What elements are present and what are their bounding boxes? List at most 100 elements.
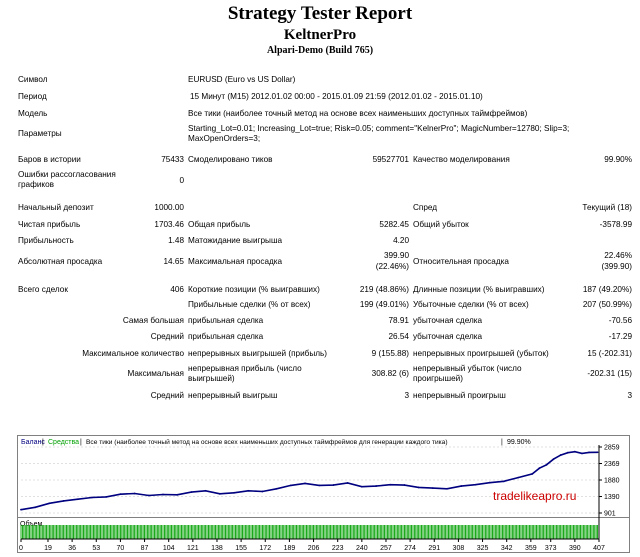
report-title: Strategy Tester Report: [227, 3, 413, 24]
deposit-value: 1000.00: [154, 203, 184, 212]
volume-label: Объем: [20, 520, 42, 528]
balance-point: [162, 493, 164, 496]
avgcons-label: Средний: [150, 391, 184, 400]
balance-point: [48, 502, 51, 505]
avg-loss-label: убыточная сделка: [413, 332, 483, 341]
grossprofit-value: 5282.45: [379, 220, 409, 229]
maximal-loss-value: -202.31 (15): [587, 369, 632, 378]
model-label: Модель: [18, 109, 48, 118]
pf-value: 1.48: [168, 236, 184, 245]
legend-equity: Средства: [48, 439, 79, 446]
y-tick-label: 1390: [604, 494, 620, 501]
balance-point: [588, 451, 590, 454]
quality-value: 99.90%: [604, 155, 632, 164]
trades-value: 406: [170, 285, 184, 294]
x-tick-label: 104: [163, 545, 175, 552]
largest-label: Самая большая: [122, 316, 184, 325]
maximal-profit-label: непрерывная прибыль (число выигрышей): [188, 364, 302, 383]
balance-point: [62, 499, 65, 502]
absdd-label: Абсолютная просадка: [18, 257, 103, 266]
expect-label: Матожидание выигрыша: [188, 236, 283, 245]
x-tick-label: 53: [92, 545, 100, 552]
balance-point: [76, 498, 79, 501]
balance-point: [559, 454, 562, 456]
balance-point: [531, 473, 534, 475]
long-label: Длинные позиции (% выигравших): [413, 285, 545, 294]
x-tick-label: 206: [308, 545, 320, 552]
bars-label: Баров в истории: [18, 155, 81, 164]
largest-profit-value: 78.91: [388, 316, 410, 325]
x-tick-label: 189: [284, 545, 296, 552]
x-tick-label: 257: [380, 545, 392, 552]
y-tick-label: 2369: [604, 461, 620, 468]
balance-point: [403, 484, 406, 486]
volume-bars: [20, 525, 600, 539]
watermark: tradelikeapro.ru: [493, 489, 576, 503]
short-label: Короткие позиции (% выигравших): [188, 285, 320, 294]
avg-profit-label: прибыльная сделка: [188, 332, 264, 341]
y-tick-label: 901: [604, 511, 616, 518]
chart-series: [20, 450, 599, 511]
x-tick-label: 407: [593, 545, 605, 552]
x-tick-label: 373: [545, 545, 557, 552]
expert-name: KeltnerPro: [283, 27, 357, 43]
balance-point: [446, 487, 448, 490]
x-tick-label: 291: [428, 545, 440, 552]
x-tick-label: 274: [404, 545, 416, 552]
balance-point: [417, 486, 420, 489]
balance-point: [304, 482, 306, 485]
largest-loss-value: -70.56: [608, 316, 632, 325]
avg-loss-value: -17.29: [608, 332, 632, 341]
balance-point: [318, 484, 321, 487]
balance-point: [474, 483, 477, 486]
spread-label: Спред: [413, 203, 438, 212]
symbol-label: Символ: [18, 75, 48, 84]
losstrades-label: Убыточные сделки (% от всех): [413, 300, 529, 309]
chart-grid: [21, 446, 599, 514]
grossprofit-label: Общая прибыль: [188, 220, 251, 229]
balance-point: [431, 487, 434, 489]
legend-sep-1: |: [42, 439, 44, 446]
balance-chart: Баланс | Средства | Все тики (наиболее т…: [17, 435, 630, 553]
balance-line: [20, 450, 598, 511]
losstrades-value: 207 (50.99%): [582, 300, 632, 309]
balance-point: [596, 451, 599, 454]
x-tick-label: 359: [525, 545, 537, 552]
maxcount-wins-value: 9 (155.88): [371, 349, 409, 358]
netprofit-label: Чистая прибыль: [18, 220, 81, 229]
balance-chart-svg: Баланс | Средства | Все тики (наиболее т…: [17, 435, 630, 553]
errors-label: Ошибки рассогласования графиков: [18, 170, 116, 189]
long-value: 187 (49.20%): [582, 285, 632, 294]
x-tick-label: 223: [332, 545, 344, 552]
maxcount-wins-label: непрерывных выигрышей (прибыль): [188, 349, 328, 358]
ticks-value: 59527701: [372, 155, 409, 164]
trades-label: Всего сделок: [18, 285, 68, 294]
reldd-value: (399.90): [601, 262, 633, 271]
avg-profit-value: 26.54: [388, 332, 410, 341]
expect-value: 4.20: [393, 236, 409, 245]
balance-point: [360, 485, 363, 488]
balance-point: [389, 483, 392, 486]
balance-point: [176, 493, 179, 496]
balance-point: [105, 495, 108, 498]
x-tick-label: 155: [235, 545, 247, 552]
balance-point: [545, 463, 548, 466]
x-tick-label: 121: [187, 545, 199, 552]
balance-point: [91, 496, 93, 499]
avg-label: Средний: [150, 332, 184, 341]
profittrades-value: 199 (49.01%): [359, 300, 409, 309]
maxdd-value: 399.90: [383, 251, 409, 260]
errors-value: 0: [179, 176, 184, 185]
balance-point: [20, 508, 22, 511]
balance-point: [552, 458, 555, 461]
x-tick-label: 325: [477, 545, 489, 552]
balance-point: [133, 492, 136, 495]
params-value: Starting_Lot=0.01; Increasing_Lot=true; …: [188, 124, 570, 143]
balance-point: [566, 451, 569, 454]
avgcons-losses-label: непрерывный проигрыш: [413, 391, 506, 400]
server-build: Alpari-Demo (Build 765): [266, 45, 374, 56]
period-label: Период: [18, 92, 47, 101]
legend-sep-3: |: [501, 439, 503, 446]
maxcount-losses-label: непрерывных проигрышей (убыток): [413, 349, 549, 358]
balance-point: [375, 485, 377, 487]
